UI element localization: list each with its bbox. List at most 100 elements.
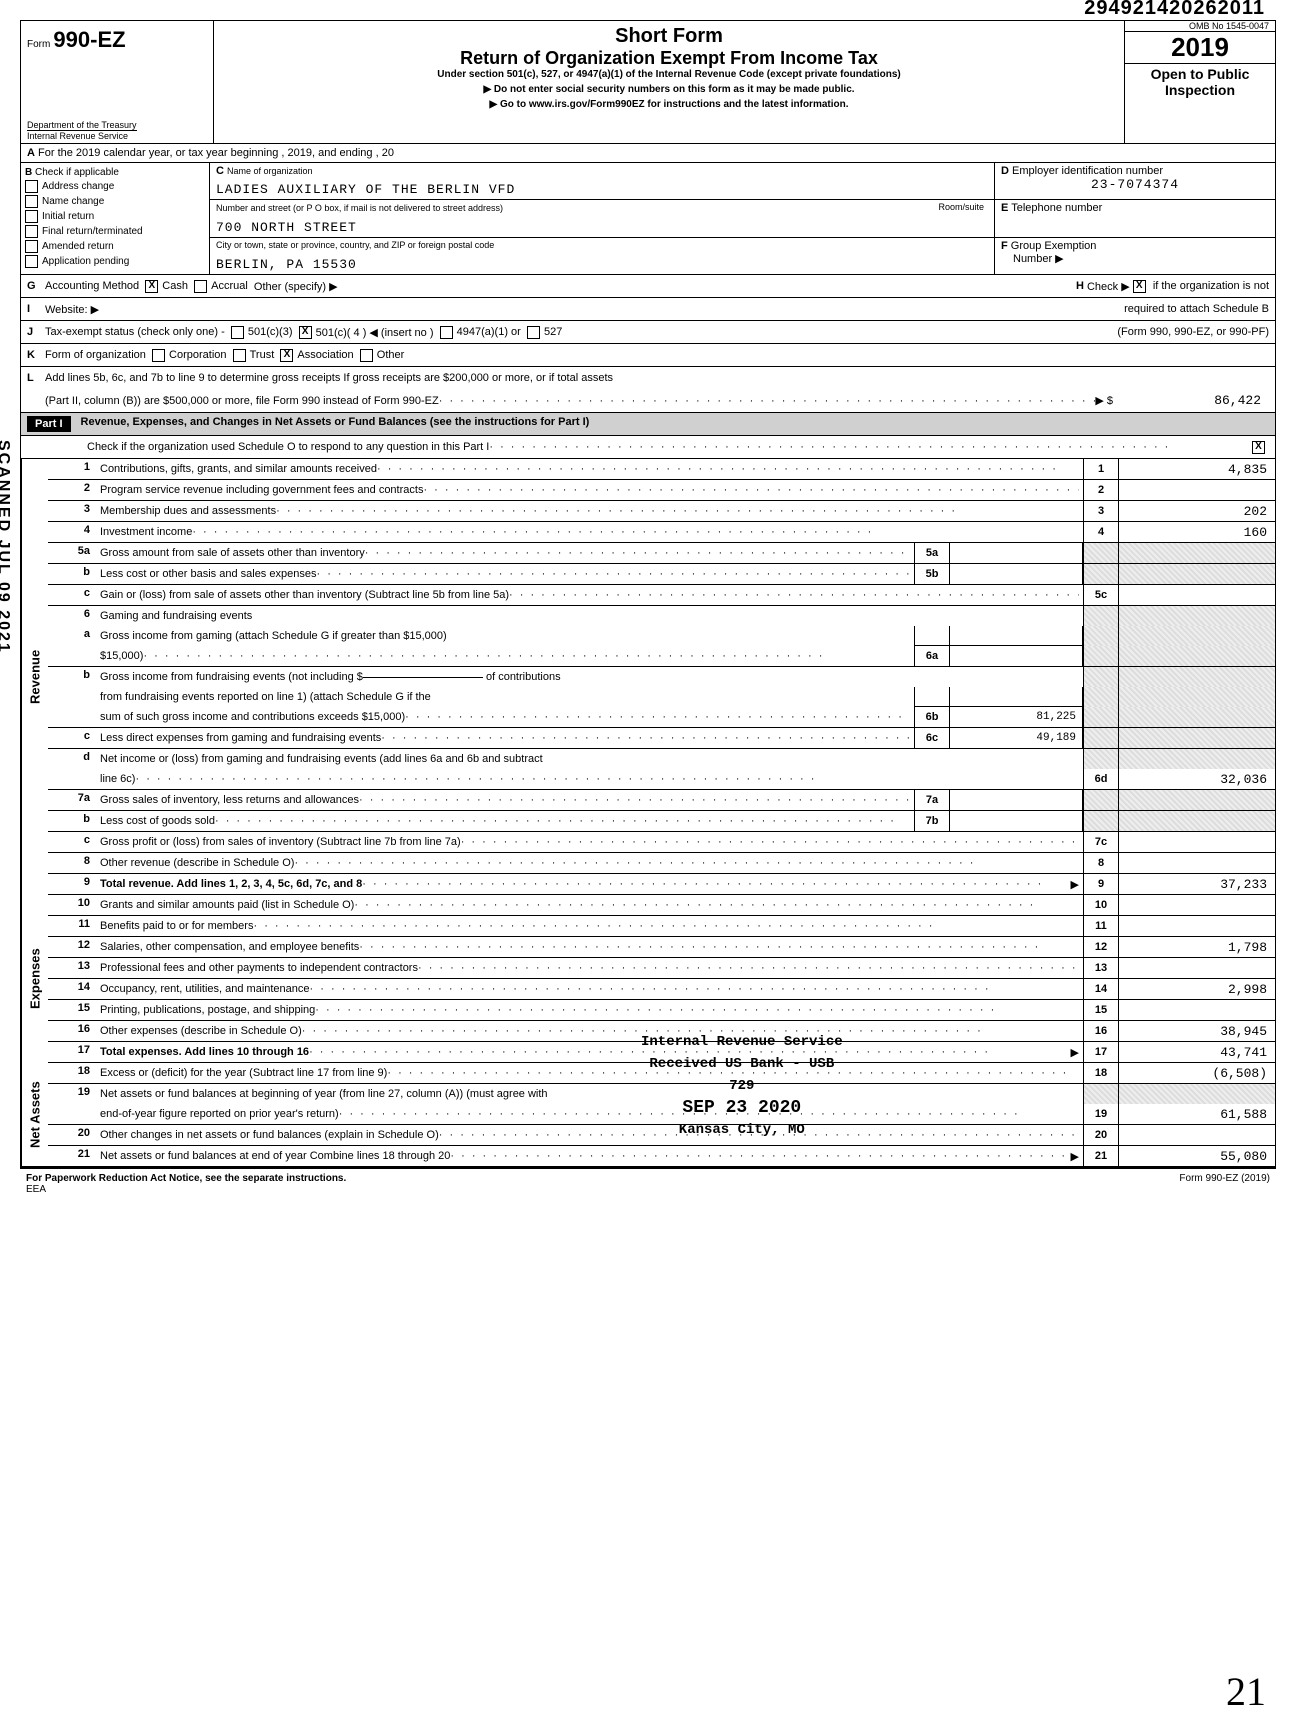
chk-amended[interactable]: Amended return (25, 240, 205, 253)
line7b-desc: Less cost of goods sold (100, 815, 215, 827)
row-j: J Tax-exempt status (check only one) - 5… (21, 321, 1275, 344)
open-public: Open to Public Inspection (1125, 64, 1275, 100)
line6c-desc: Less direct expenses from gaming and fun… (100, 732, 381, 744)
e-label: Telephone number (1011, 202, 1102, 214)
j-501c3: 501(c)(3) (248, 326, 293, 338)
title-short: Short Form (218, 25, 1120, 48)
line3-val: 202 (1119, 501, 1275, 521)
header: Form 990-EZ Department of the Treasury I… (21, 21, 1275, 144)
footer: For Paperwork Reduction Act Notice, see … (20, 1169, 1276, 1199)
line14-desc: Occupancy, rent, utilities, and maintena… (100, 983, 310, 995)
part1-title: Revenue, Expenses, and Changes in Net As… (81, 416, 590, 432)
expenses-section: Expenses 10Grants and similar amounts pa… (21, 895, 1275, 1063)
form-number-box: Form 990-EZ Department of the Treasury I… (21, 21, 214, 143)
line17-desc: Total expenses. Add lines 10 through 16 (100, 1046, 309, 1058)
line11-desc: Benefits paid to or for members (100, 920, 253, 932)
dln-number: 294921420262011 (1084, 0, 1275, 20)
k-assoc: Association (297, 349, 353, 361)
h-text-p1: if the organization is not (1153, 280, 1269, 292)
dots (489, 441, 1252, 453)
line5b-desc: Less cost or other basis and sales expen… (100, 568, 316, 580)
g-cash: Cash (162, 280, 188, 292)
chk-initial[interactable]: Initial return (25, 210, 205, 223)
footer-left: For Paperwork Reduction Act Notice, see … (26, 1173, 346, 1184)
title-warn: ▶ Do not enter social security numbers o… (218, 84, 1120, 95)
title-goto: ▶ Go to www.irs.gov/Form990EZ for instru… (218, 99, 1120, 110)
line8-val (1119, 853, 1275, 873)
line15-desc: Printing, publications, postage, and shi… (100, 1004, 315, 1016)
chk-527[interactable] (527, 326, 540, 339)
line6d-desc2: line 6c) (100, 773, 135, 785)
h-text-p2: required to attach Schedule B (1124, 303, 1269, 315)
line20-val (1119, 1125, 1275, 1145)
c-label: Name of organization (227, 166, 313, 176)
chk-h[interactable]: X (1133, 280, 1146, 293)
row-a: A For the 2019 calendar year, or tax yea… (21, 144, 1275, 163)
chk-cash[interactable]: X (145, 280, 158, 293)
city-label: City or town, state or province, country… (216, 240, 988, 250)
phone-row: E Telephone number (995, 200, 1275, 237)
letter-l: L (27, 372, 45, 384)
page-number: 21 (1226, 1668, 1266, 1715)
chk-address-label: Address change (42, 181, 114, 192)
form-990ez: 294921420262011 Form 990-EZ Department o… (20, 20, 1276, 1169)
open-text: Open to Public (1127, 66, 1273, 82)
line7c-desc: Gross profit or (loss) from sales of inv… (100, 836, 461, 848)
chk-501c[interactable]: X (299, 326, 312, 339)
chk-accrual[interactable] (194, 280, 207, 293)
chk-assoc[interactable]: X (280, 349, 293, 362)
part1-header: Part I Revenue, Expenses, and Changes in… (21, 413, 1275, 436)
line5c-val (1119, 585, 1275, 605)
part1-check-text: Check if the organization used Schedule … (87, 441, 489, 453)
street-label: Number and street (or P O box, if mail i… (216, 203, 503, 213)
chk-address[interactable]: Address change (25, 180, 205, 193)
chk-kother[interactable] (360, 349, 373, 362)
i-label: Website: ▶ (45, 303, 99, 316)
revenue-label: Revenue (21, 459, 48, 895)
line12-val: 1,798 (1119, 937, 1275, 957)
title-main: Return of Organization Exempt From Incom… (218, 48, 1120, 69)
ein-row: D Employer identification number 23-7074… (995, 163, 1275, 200)
line21-val: 55,080 (1119, 1146, 1275, 1166)
line6b-pre: Gross income from fundraising events (no… (100, 671, 363, 683)
chk-name[interactable]: Name change (25, 195, 205, 208)
line4-val: 160 (1119, 522, 1275, 542)
form-number: 990-EZ (53, 27, 125, 52)
chk-schedo[interactable]: X (1252, 441, 1265, 454)
l-value: 86,422 (1113, 391, 1269, 410)
g-other: Other (specify) ▶ (254, 280, 338, 293)
part1-label: Part I (27, 416, 71, 432)
chk-501c3[interactable] (231, 326, 244, 339)
line6b-val: 81,225 (950, 707, 1083, 727)
d-label: Employer identification number (1012, 165, 1163, 177)
chk-corp[interactable] (152, 349, 165, 362)
k-trust: Trust (250, 349, 275, 361)
line2-val (1119, 480, 1275, 500)
row-k: K Form of organization Corporation Trust… (21, 344, 1275, 367)
line8-desc: Other revenue (describe in Schedule O) (100, 857, 294, 869)
revenue-section: Revenue 1Contributions, gifts, grants, a… (21, 459, 1275, 895)
chk-final-label: Final return/terminated (42, 226, 143, 237)
chk-pending[interactable]: Application pending (25, 255, 205, 268)
k-label: Form of organization (45, 349, 146, 361)
line13-desc: Professional fees and other payments to … (100, 962, 418, 974)
letter-h: H (1076, 280, 1084, 292)
line7a-desc: Gross sales of inventory, less returns a… (100, 794, 359, 806)
omb: OMB No 1545-0047 (1125, 21, 1275, 32)
room-label: Room/suite (938, 202, 984, 212)
chk-trust[interactable] (233, 349, 246, 362)
row-i: I Website: ▶ required to attach Schedule… (21, 298, 1275, 321)
ein-value: 23-7074374 (1001, 177, 1269, 192)
footer-eea: EEA (26, 1184, 46, 1195)
line18-val: (6,508) (1119, 1063, 1275, 1083)
chk-final[interactable]: Final return/terminated (25, 225, 205, 238)
line5c-desc: Gain or (loss) from sale of assets other… (100, 589, 509, 601)
j-4947: 4947(a)(1) or (457, 326, 521, 338)
chk-4947[interactable] (440, 326, 453, 339)
line12-desc: Salaries, other compensation, and employ… (100, 941, 359, 953)
line6b-l2: from fundraising events reported on line… (100, 691, 431, 703)
line17-val: 43,741 (1119, 1042, 1275, 1062)
g-label: Accounting Method (45, 280, 139, 292)
netassets-label: Net Assets (21, 1063, 48, 1166)
b-label: Check if applicable (35, 167, 119, 178)
